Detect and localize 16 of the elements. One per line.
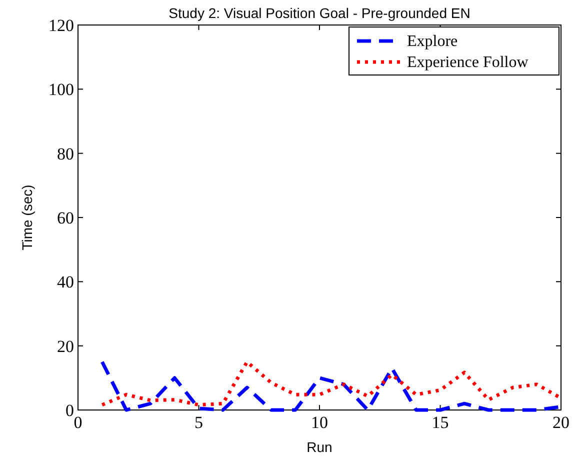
y-tick-label: 100	[48, 80, 74, 100]
chart-title: Study 2: Visual Position Goal - Pre-grounded EN	[168, 5, 470, 21]
y-tick-label: 120	[48, 16, 74, 35]
x-tick-label: 15	[432, 413, 449, 432]
x-axis-title: Run	[306, 439, 332, 455]
y-tick-label: 80	[57, 144, 74, 164]
y-tick-label: 0	[66, 401, 74, 420]
y-tick-label: 60	[57, 208, 74, 228]
x-tick-label: 5	[194, 413, 203, 432]
legend-label: Experience Follow	[407, 54, 529, 71]
legend-label: Explore	[407, 33, 458, 50]
y-axis-title: Time (sec)	[19, 184, 35, 250]
y-tick-label: 40	[57, 272, 74, 292]
x-tick-label: 20	[552, 413, 570, 432]
x-tick-label: 10	[311, 413, 328, 432]
y-tick-label: 20	[57, 336, 74, 356]
